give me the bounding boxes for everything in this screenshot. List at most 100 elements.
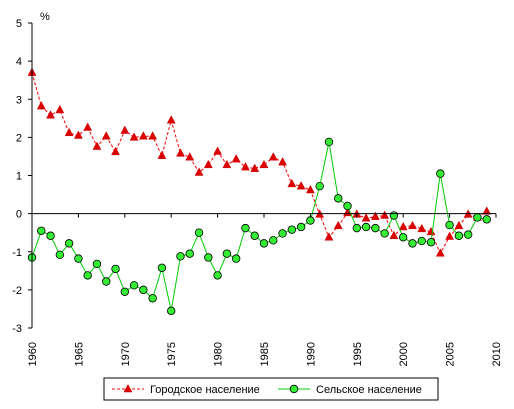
data-point — [399, 233, 408, 242]
data-point — [138, 131, 148, 140]
data-point — [231, 154, 241, 163]
data-point — [250, 231, 259, 240]
data-point — [166, 115, 176, 124]
data-point — [287, 225, 297, 234]
legend-marker — [123, 383, 133, 393]
x-tick-label: 2005 — [445, 342, 457, 366]
legend-item-2: Сельское население — [278, 384, 422, 396]
data-point — [296, 222, 306, 232]
legend-label: Сельское население — [316, 384, 422, 396]
data-point — [315, 181, 324, 191]
data-point — [417, 223, 427, 233]
x-tick-label: 1980 — [213, 342, 225, 366]
data-point — [185, 249, 194, 258]
data-point — [361, 213, 371, 222]
data-point — [120, 287, 129, 296]
y-tick-label: 4 — [16, 56, 22, 68]
data-point — [241, 162, 250, 171]
y-tick-label: 2 — [16, 132, 22, 144]
data-point — [278, 229, 287, 238]
data-point — [120, 125, 130, 134]
data-point — [426, 226, 436, 236]
data-point — [101, 131, 111, 140]
data-point — [380, 229, 389, 238]
data-point — [194, 228, 204, 237]
data-point — [222, 249, 232, 258]
data-point — [231, 254, 241, 263]
data-point — [129, 281, 139, 290]
legend-box — [103, 377, 439, 401]
data-point — [324, 232, 334, 241]
data-point — [213, 146, 223, 155]
data-point — [139, 285, 148, 295]
data-point — [259, 159, 269, 169]
data-point — [305, 184, 315, 194]
data-point — [203, 159, 213, 169]
data-point — [64, 239, 74, 248]
data-point — [55, 104, 65, 114]
data-point — [454, 220, 464, 230]
data-point — [55, 250, 65, 259]
y-tick-label: 5 — [16, 18, 22, 30]
data-point — [380, 210, 390, 219]
data-point — [436, 169, 445, 178]
x-tick-label: 1975 — [166, 342, 178, 366]
y-tick-label: 1 — [16, 171, 22, 183]
data-point — [64, 127, 74, 137]
data-point — [157, 263, 167, 272]
data-point — [371, 223, 380, 233]
data-point — [241, 223, 250, 233]
data-point — [111, 146, 120, 156]
data-point — [306, 216, 315, 225]
data-point — [83, 122, 93, 131]
x-tick-label: 1960 — [27, 342, 39, 366]
data-point — [46, 231, 55, 240]
data-point — [389, 230, 399, 239]
legend-items: Городское население Сельское население — [112, 383, 422, 396]
series-1 — [27, 67, 492, 257]
data-point — [176, 252, 185, 261]
data-point — [129, 132, 139, 141]
data-point — [473, 213, 482, 222]
series-line — [31, 141, 487, 311]
x-tick-label: 1990 — [305, 342, 317, 366]
legend-marker — [289, 384, 299, 394]
data-point — [92, 259, 102, 269]
data-point — [204, 253, 213, 262]
legend-item-1: Городское население — [112, 383, 260, 396]
data-point — [435, 248, 445, 257]
x-tick-label: 1970 — [120, 342, 132, 366]
data-point — [343, 201, 352, 211]
data-point — [269, 236, 278, 245]
legend: Городское население Сельское население — [103, 377, 439, 401]
data-point — [74, 254, 83, 263]
data-point — [222, 159, 232, 169]
y-tick-label: 0 — [16, 209, 22, 221]
data-point — [148, 294, 157, 303]
data-point — [111, 264, 120, 274]
data-point — [268, 152, 278, 161]
data-point — [92, 141, 102, 150]
data-point — [361, 222, 371, 232]
data-point — [73, 130, 83, 139]
data-point — [83, 271, 92, 280]
data-point — [148, 131, 158, 140]
series-line — [31, 72, 487, 255]
data-point — [36, 101, 46, 110]
data-point — [408, 220, 417, 230]
ticks-layer: -3 -2 -1 0 1 2 3 4 5 1960 1965 1970 1975 1980 1985 1990… — [12, 18, 503, 366]
data-point — [296, 181, 306, 190]
data-point — [463, 230, 473, 239]
data-point — [445, 231, 455, 240]
legend-label: Городское население — [150, 384, 260, 396]
data-point — [408, 239, 417, 248]
x-tick-label: 1995 — [352, 342, 364, 366]
series-layer — [27, 67, 492, 316]
y-tick-label: -1 — [12, 247, 22, 259]
x-tick-label: 1965 — [73, 342, 85, 366]
y-tick-label: -2 — [12, 285, 22, 297]
data-point — [454, 231, 464, 240]
data-point — [102, 277, 111, 286]
data-point — [194, 167, 204, 176]
